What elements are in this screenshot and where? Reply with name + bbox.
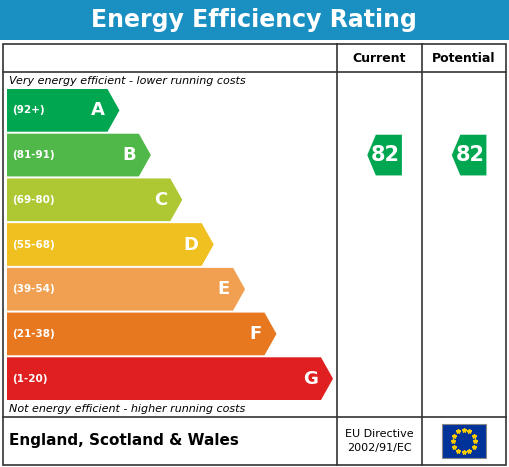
Text: England, Scotland & Wales: England, Scotland & Wales [9,433,239,448]
Bar [442,424,486,458]
Text: C: C [154,191,167,209]
Text: Very energy efficient - lower running costs: Very energy efficient - lower running co… [9,76,246,86]
Text: E: E [218,280,230,298]
Text: A: A [91,101,104,120]
Bar [0,0,509,40]
Text: 82: 82 [456,145,485,165]
Text: 82: 82 [371,145,400,165]
Polygon shape [7,357,333,400]
Text: Not energy efficient - higher running costs: Not energy efficient - higher running co… [9,404,245,414]
Text: (21-38): (21-38) [12,329,55,339]
Polygon shape [7,312,276,355]
Text: (55-68): (55-68) [12,240,55,249]
Polygon shape [7,178,182,221]
Text: Current: Current [353,51,406,64]
Polygon shape [452,134,487,176]
Text: B: B [122,146,136,164]
Text: (1-20): (1-20) [12,374,47,384]
Text: (81-91): (81-91) [12,150,54,160]
Text: D: D [184,235,199,254]
Text: (92+): (92+) [12,106,45,115]
Text: F: F [249,325,262,343]
Text: 2002/91/EC: 2002/91/EC [347,443,412,453]
Text: G: G [303,370,318,388]
Polygon shape [7,223,214,266]
Polygon shape [7,134,151,177]
Text: EU Directive: EU Directive [345,429,414,439]
Polygon shape [367,134,402,176]
Text: Energy Efficiency Rating: Energy Efficiency Rating [91,8,417,32]
Text: Potential: Potential [432,51,496,64]
Text: (39-54): (39-54) [12,284,55,294]
Polygon shape [7,89,120,132]
Polygon shape [7,268,245,311]
Text: (69-80): (69-80) [12,195,54,205]
